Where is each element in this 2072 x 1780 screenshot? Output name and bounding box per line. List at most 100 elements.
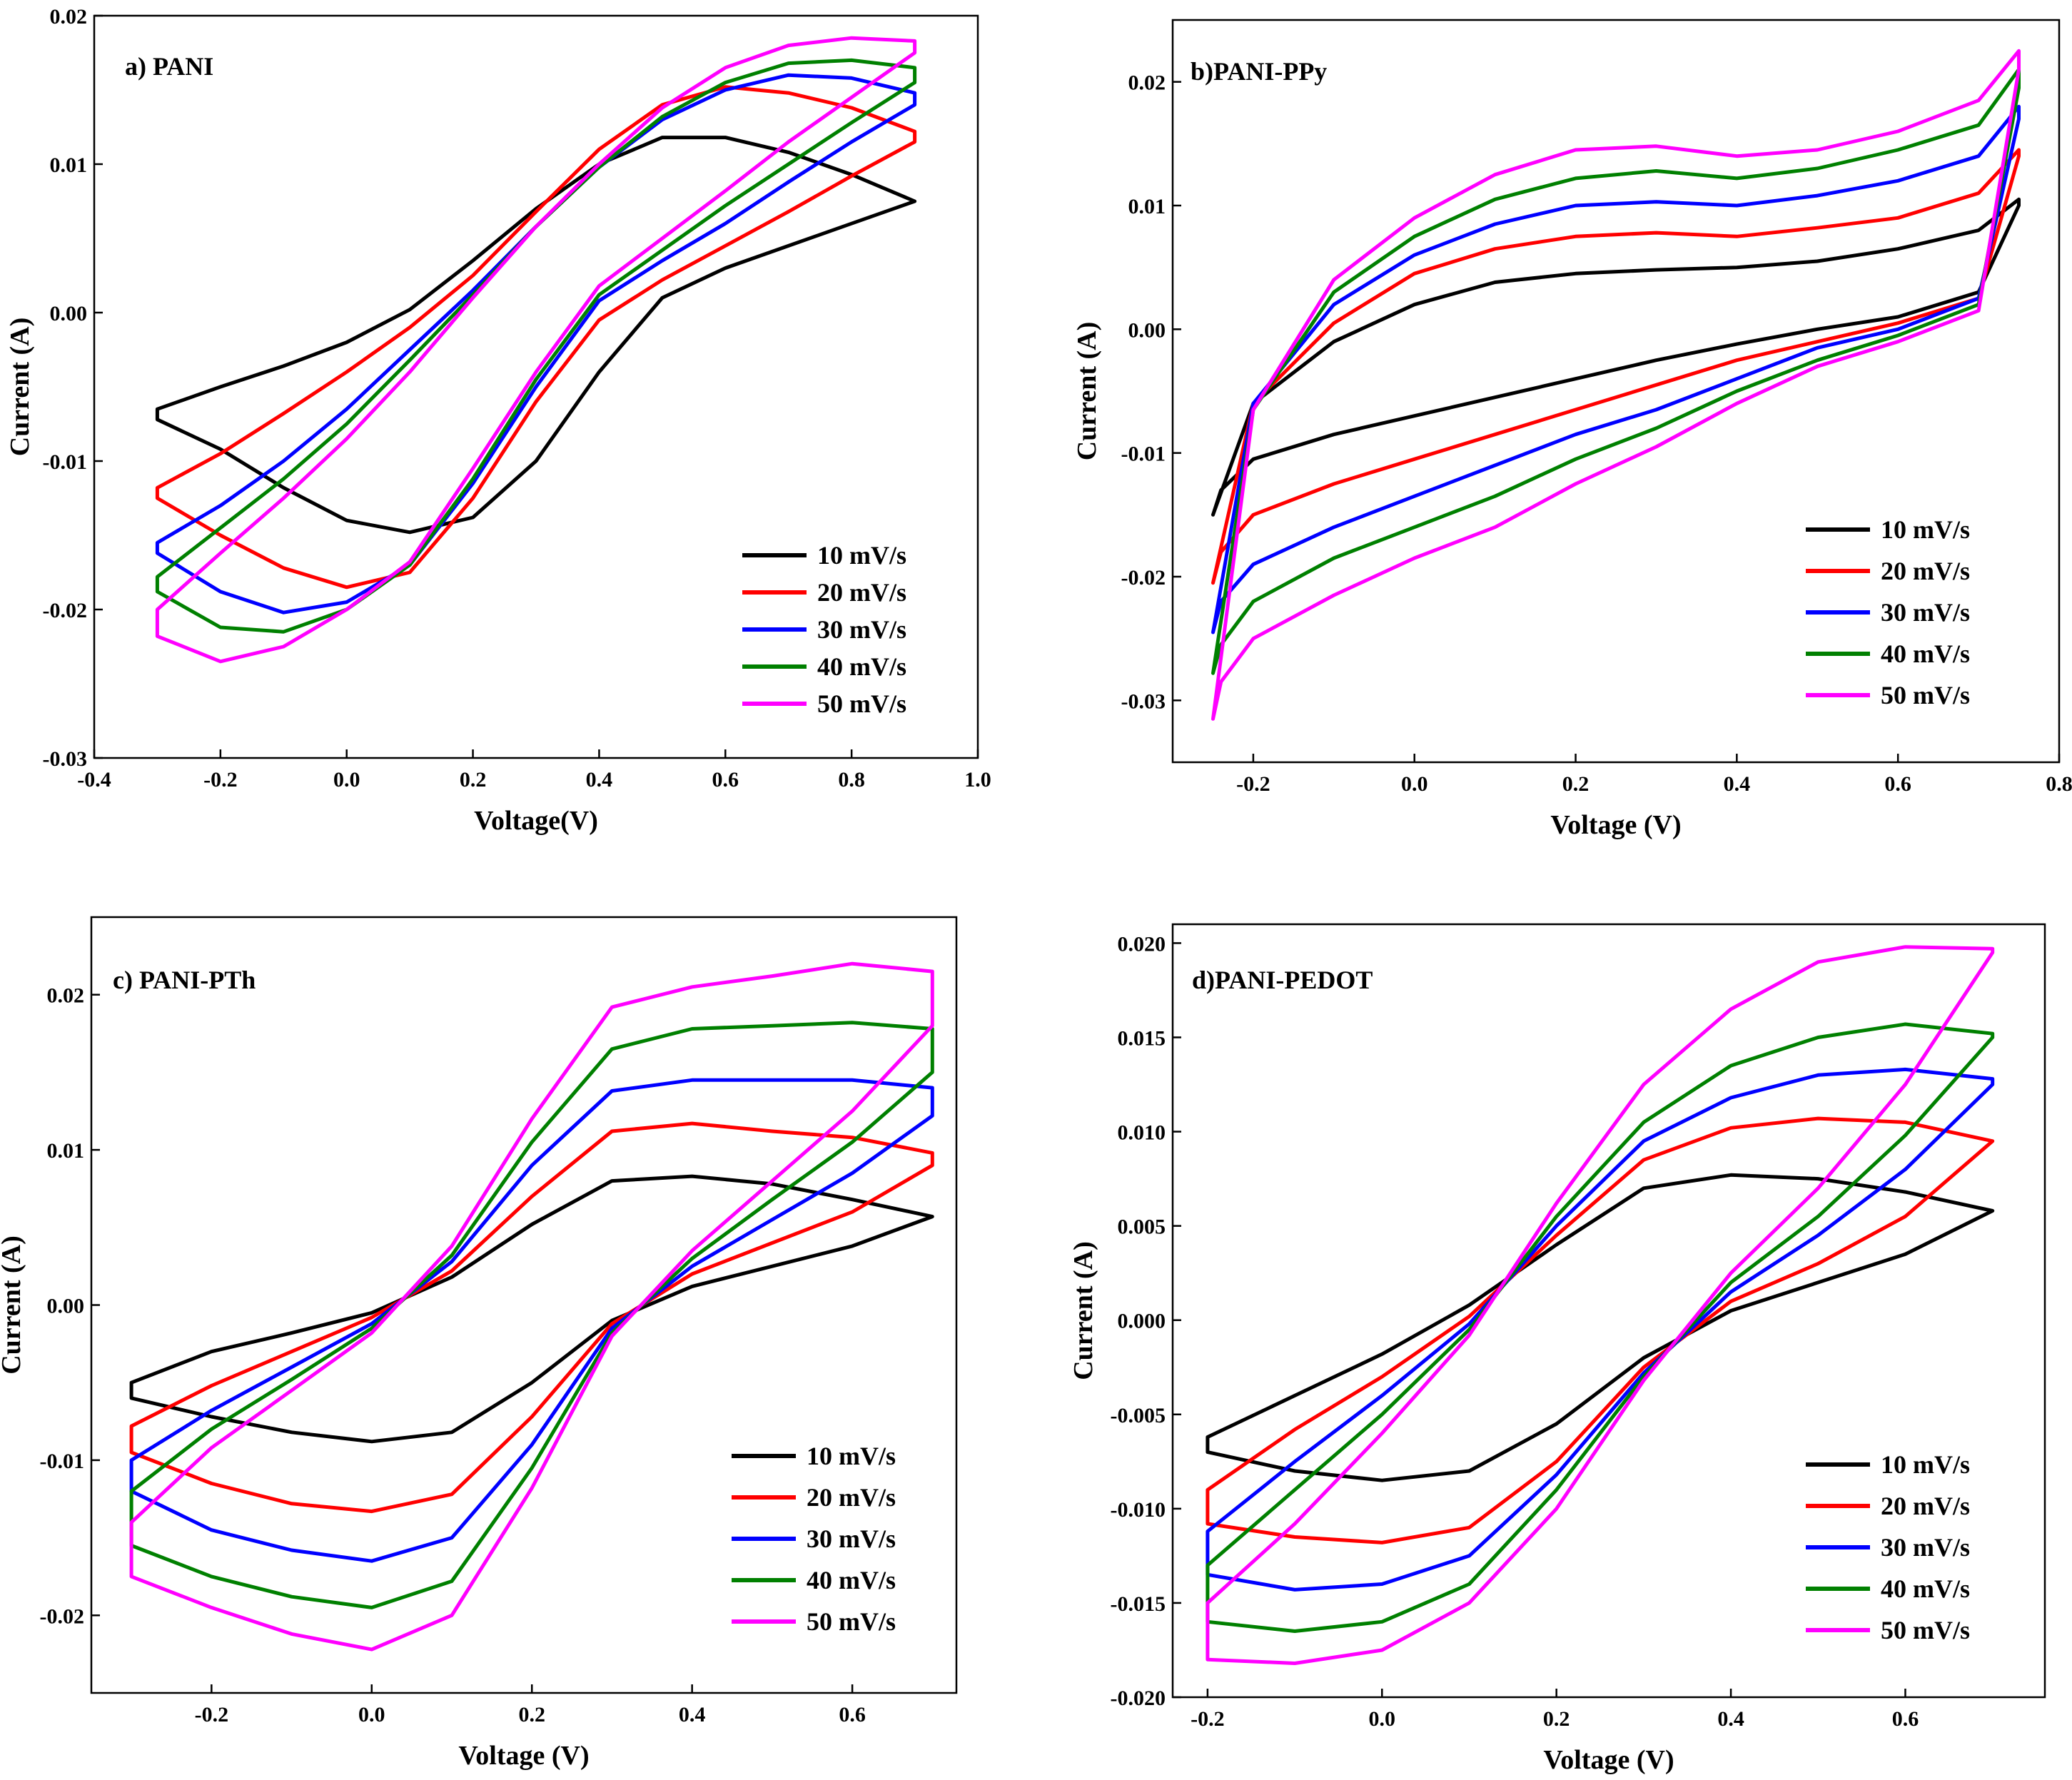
legend-label: 20 mV/s xyxy=(1881,1492,1970,1520)
y-tick-label: -0.03 xyxy=(43,747,88,771)
x-tick-label: 0.8 xyxy=(838,768,865,792)
series-line-40-mv-s xyxy=(129,1021,934,1609)
y-tick-label: 0.00 xyxy=(47,1295,85,1318)
series-line-10-mv-s xyxy=(1211,197,2021,517)
x-tick-label: 0.6 xyxy=(712,768,739,792)
legend-label: 50 mV/s xyxy=(817,689,906,718)
series-line-40-mv-s xyxy=(1206,1022,1995,1633)
x-tick-label: 0.0 xyxy=(1401,772,1428,796)
series-line-50-mv-s xyxy=(1206,945,1995,1665)
y-tick-label: 0.005 xyxy=(1118,1215,1166,1239)
legend-label: 20 mV/s xyxy=(1881,557,1970,585)
y-tick-label: -0.03 xyxy=(1121,689,1166,713)
x-tick-label: 1.0 xyxy=(964,768,991,792)
x-tick-label: 0.4 xyxy=(679,1703,706,1726)
x-tick-label: -0.2 xyxy=(195,1703,229,1726)
y-tick-label: -0.02 xyxy=(40,1604,85,1628)
x-tick-label: 0.6 xyxy=(1884,772,1911,796)
legend-label: 40 mV/s xyxy=(817,652,906,681)
x-tick-label: -0.2 xyxy=(203,768,238,792)
y-tick-label: -0.01 xyxy=(1121,443,1166,466)
legend-label: 20 mV/s xyxy=(817,578,906,607)
x-tick-label: 0.2 xyxy=(1562,772,1590,796)
legend-label: 30 mV/s xyxy=(1881,1533,1970,1562)
plot-frame xyxy=(93,14,979,759)
panel-d: -0.2 0.0 0.2 0.4 0.6 -0.020 -0.015 -0.010 -0.005… xyxy=(1068,923,2046,1775)
y-tick-label: -0.02 xyxy=(1121,566,1166,590)
legend: 10 mV/s 20 mV/s 30 mV/s 40 mV/s 50 mV/s xyxy=(742,541,906,718)
y-tick-label: 0.020 xyxy=(1118,932,1166,956)
x-tick-label: 0.2 xyxy=(518,1703,545,1726)
x-tick-label: 0.4 xyxy=(586,768,613,792)
y-tick-label: 0.00 xyxy=(1128,318,1166,342)
y-tick-label: 0.000 xyxy=(1118,1310,1166,1333)
series-line-20-mv-s xyxy=(155,85,917,590)
panel-title: b)PANI-PPy xyxy=(1191,57,1327,86)
legend-label: 20 mV/s xyxy=(807,1483,896,1512)
x-tick-label: 0.0 xyxy=(1369,1707,1396,1731)
plot-frame xyxy=(1171,923,2046,1699)
y-tick-label: 0.02 xyxy=(47,984,85,1008)
legend-label: 40 mV/s xyxy=(1881,639,1970,668)
series-line-20-mv-s xyxy=(1211,148,2021,585)
legend-label: 30 mV/s xyxy=(1881,598,1970,627)
series-line-20-mv-s xyxy=(129,1121,934,1514)
x-tick-label: 0.4 xyxy=(1724,772,1751,796)
y-tick-label: -0.010 xyxy=(1111,1498,1166,1522)
legend-label: 40 mV/s xyxy=(807,1566,896,1594)
x-axis-label: Voltage (V) xyxy=(458,1741,589,1771)
y-tick-label: -0.01 xyxy=(43,450,88,474)
series-line-40-mv-s xyxy=(1211,67,2021,675)
panel-c: -0.2 0.0 0.2 0.4 0.6 -0.02 -0.01 0.00 0.01 0.02 Vo… xyxy=(0,916,958,1771)
x-tick-label: -0.2 xyxy=(1191,1707,1225,1731)
legend-label: 30 mV/s xyxy=(807,1524,896,1553)
legend: 10 mV/s 20 mV/s 30 mV/s 40 mV/s 50 mV/s xyxy=(1806,1450,1970,1644)
legend-label: 50 mV/s xyxy=(807,1607,896,1636)
x-axis-label: Voltage (V) xyxy=(1543,1745,1674,1775)
x-axis-label: Voltage(V) xyxy=(474,806,598,836)
legend-label: 50 mV/s xyxy=(1881,1616,1970,1644)
series-line-30-mv-s xyxy=(1206,1067,1995,1592)
series-line-20-mv-s xyxy=(1206,1116,1995,1544)
legend-label: 40 mV/s xyxy=(1881,1574,1970,1603)
series-line-10-mv-s xyxy=(155,136,917,535)
y-tick-label: 0.01 xyxy=(47,1139,85,1163)
legend-label: 30 mV/s xyxy=(817,615,906,644)
legend-label: 10 mV/s xyxy=(807,1442,896,1470)
series-line-50-mv-s xyxy=(155,36,917,664)
legend-label: 10 mV/s xyxy=(1881,1450,1970,1479)
y-axis-label: Current (A) xyxy=(1068,1241,1098,1380)
x-tick-label: 0.2 xyxy=(460,768,487,792)
x-tick-label: 0.6 xyxy=(839,1703,866,1726)
y-tick-label: -0.01 xyxy=(40,1450,85,1473)
series-line-50-mv-s xyxy=(129,961,934,1652)
y-axis-label: Current (A) xyxy=(0,1235,26,1375)
legend-label: 10 mV/s xyxy=(817,541,906,570)
y-tick-label: 0.010 xyxy=(1118,1121,1166,1145)
y-tick-label: -0.02 xyxy=(43,599,88,622)
y-tick-label: 0.02 xyxy=(1128,71,1166,95)
y-tick-label: 0.02 xyxy=(50,5,88,29)
series-line-30-mv-s xyxy=(129,1078,934,1563)
legend-label: 10 mV/s xyxy=(1881,515,1970,544)
series-line-10-mv-s xyxy=(1206,1173,1995,1482)
series-line-30-mv-s xyxy=(1211,104,2021,634)
series-line-10-mv-s xyxy=(129,1174,934,1444)
panel-title: c) PANI-PTh xyxy=(113,966,256,994)
series-line-50-mv-s xyxy=(1211,49,2021,721)
x-tick-label: -0.4 xyxy=(77,768,111,792)
x-tick-label: 0.6 xyxy=(1892,1707,1919,1731)
x-tick-label: 0.8 xyxy=(2046,772,2072,796)
panel-title: d)PANI-PEDOT xyxy=(1192,966,1373,994)
y-tick-label: 0.01 xyxy=(50,153,88,177)
panel-title: a) PANI xyxy=(125,52,213,81)
x-tick-label: 0.0 xyxy=(333,768,360,792)
panel-a: -0.4 -0.2 0.0 0.2 0.4 0.6 0.8 1.0 -0.03 -0.02 -0.0… xyxy=(5,5,991,836)
y-axis-label: Current (A) xyxy=(1072,322,1102,461)
x-tick-label: -0.2 xyxy=(1236,772,1270,796)
x-tick-label: 0.0 xyxy=(358,1703,385,1726)
y-tick-label: -0.020 xyxy=(1111,1687,1166,1710)
x-tick-label: 0.2 xyxy=(1543,1707,1570,1731)
x-axis-label: Voltage (V) xyxy=(1550,810,1681,840)
